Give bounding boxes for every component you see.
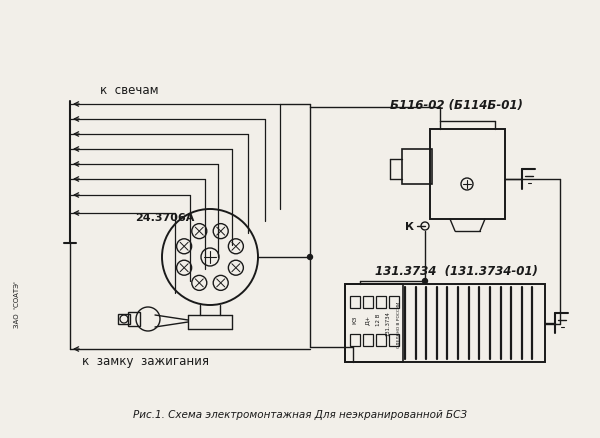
Bar	[363, 334, 373, 346]
Bar	[389, 334, 399, 346]
Bar	[430, 130, 505, 219]
Bar	[345, 284, 545, 362]
Text: Д+: Д+	[365, 314, 370, 324]
Text: 12 В: 12 В	[376, 313, 380, 325]
Bar	[350, 334, 360, 346]
Text: Б116-02 (Б114Б-01): Б116-02 (Б114Б-01)	[390, 98, 523, 111]
Bar	[118, 314, 130, 324]
Text: КЗ: КЗ	[353, 315, 358, 323]
Text: к  свечам: к свечам	[100, 83, 158, 96]
Bar	[376, 297, 386, 308]
Text: к  замку  зажигания: к замку зажигания	[82, 355, 209, 367]
Bar	[402, 150, 432, 184]
Bar	[345, 284, 403, 362]
Text: К: К	[405, 222, 414, 231]
Text: 131.3734  (131.3734-01): 131.3734 (131.3734-01)	[375, 264, 538, 277]
Bar	[128, 312, 140, 326]
Text: Рис.1. Схема электромонтажная Для неэкранированной БСЗ: Рис.1. Схема электромонтажная Для неэкра…	[133, 409, 467, 419]
Text: 131.3734: 131.3734	[386, 311, 391, 336]
Text: 24.3706А: 24.3706А	[135, 212, 194, 223]
Circle shape	[308, 255, 313, 260]
Bar	[376, 334, 386, 346]
Text: СДЕЛАНО В РОССИИ: СДЕЛАНО В РОССИИ	[396, 301, 400, 347]
Bar	[363, 297, 373, 308]
Bar	[389, 297, 399, 308]
Text: ЗАО  'СОАТЭ': ЗАО 'СОАТЭ'	[14, 281, 20, 328]
Bar	[350, 297, 360, 308]
Circle shape	[422, 279, 428, 284]
